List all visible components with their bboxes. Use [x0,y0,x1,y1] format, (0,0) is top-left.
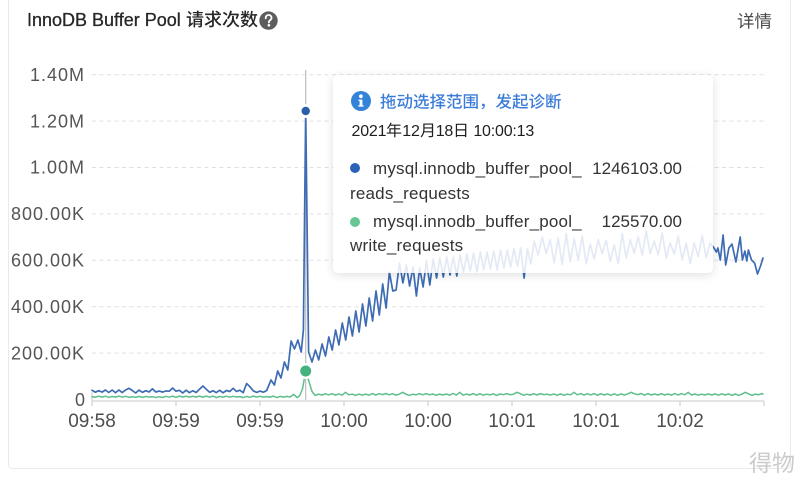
svg-text:10:01: 10:01 [572,411,620,432]
svg-text:0: 0 [75,390,85,410]
svg-text:10:00: 10:00 [404,411,452,432]
svg-text:1.40M: 1.40M [30,65,85,85]
svg-text:10:00: 10:00 [320,411,368,432]
svg-text:09:59: 09:59 [236,411,284,432]
svg-text:09:59: 09:59 [152,411,200,432]
svg-text:10:01: 10:01 [488,411,536,432]
svg-text:200.00K: 200.00K [11,343,85,363]
svg-text:1.00M: 1.00M [30,158,85,178]
svg-text:10:02: 10:02 [656,411,704,432]
svg-text:09:58: 09:58 [68,411,116,432]
svg-text:600.00K: 600.00K [11,251,85,271]
svg-text:400.00K: 400.00K [11,297,85,317]
svg-text:1.20M: 1.20M [30,111,85,131]
svg-text:800.00K: 800.00K [11,204,85,224]
